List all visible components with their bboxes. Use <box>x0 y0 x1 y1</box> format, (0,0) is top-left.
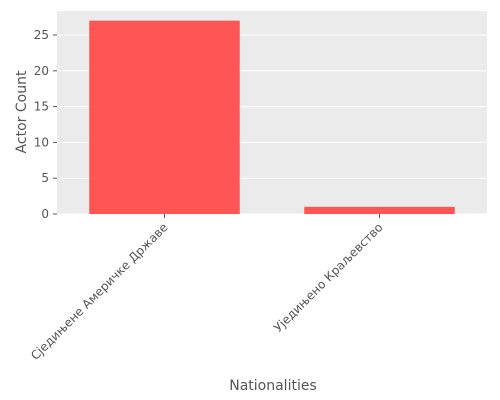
y-tick-label: 5 <box>41 171 49 185</box>
y-axis-title: Actor Count <box>14 70 30 153</box>
y-tick-label: 10 <box>34 135 49 149</box>
y-axis-ticks: 0 5 10 15 20 25 <box>34 28 57 221</box>
y-tick-label: 15 <box>34 100 49 114</box>
x-axis-title: Nationalities <box>229 378 317 394</box>
y-tick-label: 25 <box>34 28 49 42</box>
y-tick-label: 0 <box>41 207 49 221</box>
bar <box>89 20 240 214</box>
x-tick-label: Уједињено Краљевство <box>271 220 386 335</box>
bars <box>89 20 455 214</box>
x-axis-ticks: Сједињене Америчке Државе Уједињено Краље… <box>28 214 386 363</box>
x-tick-label: Сједињене Америчке Државе <box>28 220 171 363</box>
bar <box>304 206 455 214</box>
y-tick-label: 20 <box>34 64 49 78</box>
